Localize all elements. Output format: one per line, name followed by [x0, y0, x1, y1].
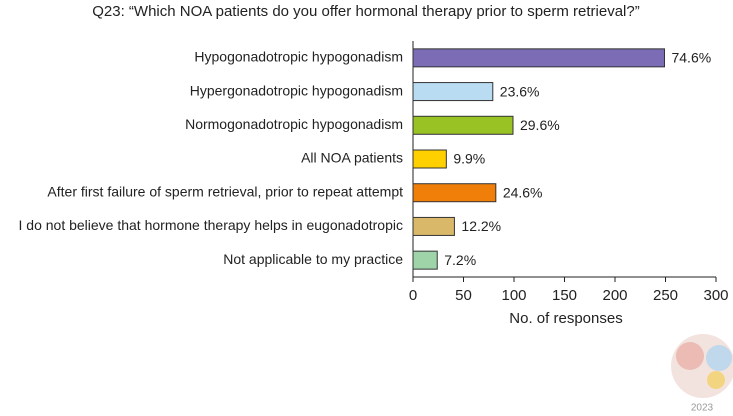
bar	[412, 250, 438, 270]
value-label: 7.2%	[444, 252, 476, 268]
logo-shape	[706, 345, 732, 371]
bar	[412, 82, 494, 102]
logo: 2023	[671, 334, 733, 414]
bar	[412, 115, 514, 135]
y-tick-label: Hypergonadotropic hypogonadism	[190, 82, 403, 98]
y-tick-label: All NOA patients	[301, 150, 403, 166]
x-tick-label: 250	[653, 287, 678, 304]
x-tick-label: 0	[409, 287, 417, 304]
y-tick-label: I do not believe that hormone therapy he…	[19, 217, 404, 233]
y-tick-label: Normogonadotropic hypogonadism	[185, 116, 403, 132]
value-label: 29.6%	[520, 117, 560, 133]
logo-year: 2023	[691, 403, 714, 414]
value-label: 23.6%	[500, 83, 540, 99]
bar	[412, 149, 447, 169]
value-label: 12.2%	[461, 218, 501, 234]
logo-shape	[707, 371, 725, 389]
y-tick-label: Not applicable to my practice	[223, 251, 403, 267]
value-label: 24.6%	[503, 184, 543, 200]
x-tick-label: 150	[552, 287, 577, 304]
x-tick-label: 200	[602, 287, 627, 304]
y-tick-label: Hypogonadotropic hypogonadism	[194, 49, 403, 65]
chart-title: Q23: “Which NOA patients do you offer ho…	[92, 3, 639, 20]
value-label: 74.6%	[671, 50, 711, 66]
bar	[412, 216, 455, 236]
value-label: 9.9%	[453, 151, 485, 167]
x-tick-label: 300	[703, 287, 728, 304]
bar	[412, 183, 497, 203]
logo-shape	[676, 342, 704, 370]
bar	[412, 48, 665, 68]
y-tick-label: After first failure of sperm retrieval, …	[47, 183, 403, 199]
x-axis-title: No. of responses	[509, 310, 622, 327]
x-tick-label: 50	[455, 287, 472, 304]
x-tick-label: 100	[501, 287, 526, 304]
